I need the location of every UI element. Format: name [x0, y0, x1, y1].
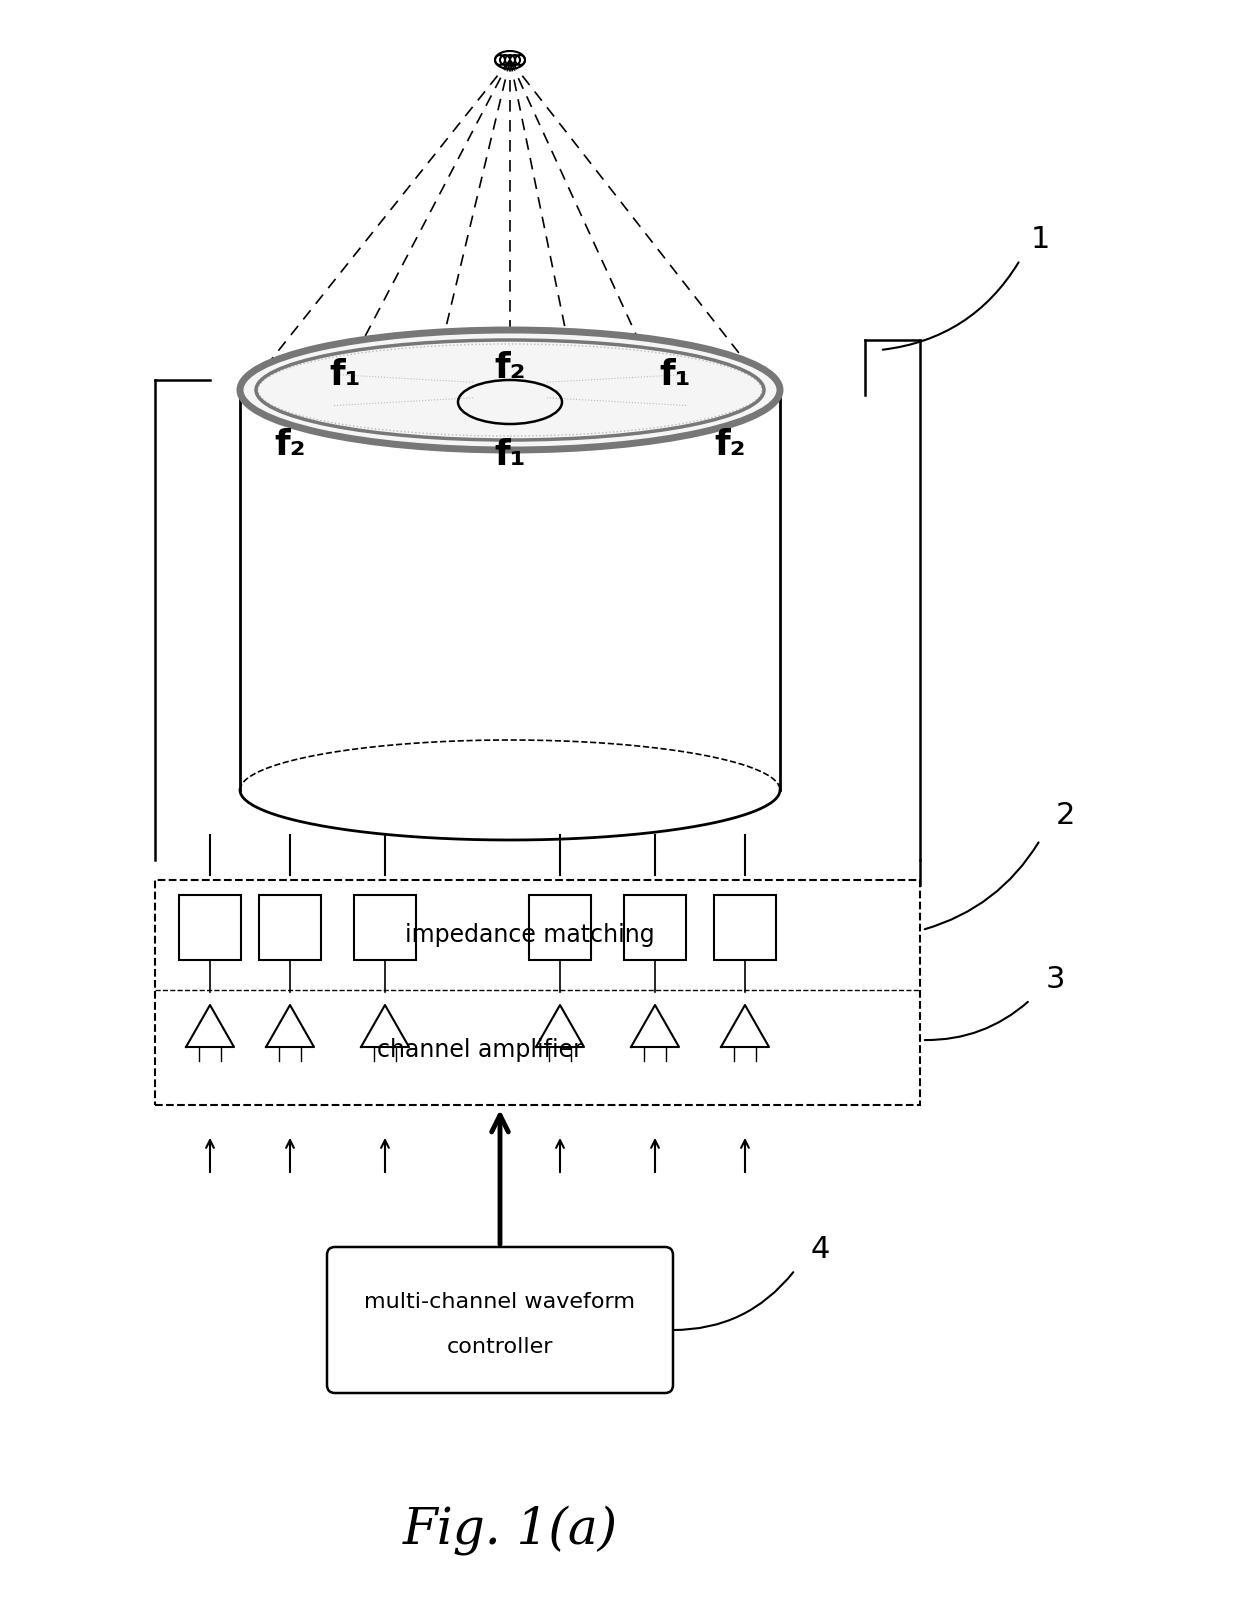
- Bar: [179, 895, 241, 960]
- Polygon shape: [186, 1005, 234, 1047]
- Text: 2: 2: [1055, 800, 1075, 829]
- Text: f₂: f₂: [495, 352, 526, 386]
- Ellipse shape: [241, 331, 780, 450]
- Bar: [155, 881, 920, 1105]
- FancyBboxPatch shape: [327, 1247, 673, 1394]
- Text: 1: 1: [1030, 226, 1050, 255]
- Bar: [714, 895, 776, 960]
- Text: channel amplifier: channel amplifier: [377, 1039, 583, 1061]
- Bar: [624, 895, 686, 960]
- Text: f₂: f₂: [274, 427, 306, 461]
- Polygon shape: [536, 1005, 584, 1047]
- Text: impedance matching: impedance matching: [405, 923, 655, 947]
- Polygon shape: [361, 1005, 409, 1047]
- Polygon shape: [267, 1005, 314, 1047]
- Bar: [259, 895, 321, 960]
- Text: controller: controller: [446, 1337, 553, 1357]
- Text: multi-channel waveform: multi-channel waveform: [365, 1292, 635, 1311]
- Text: 3: 3: [1045, 966, 1065, 995]
- Polygon shape: [631, 1005, 680, 1047]
- Text: Fig. 1(a): Fig. 1(a): [403, 1505, 618, 1555]
- Bar: [353, 895, 415, 960]
- Text: 4: 4: [810, 1236, 830, 1265]
- Bar: [529, 895, 591, 960]
- Text: f₂: f₂: [714, 427, 745, 461]
- Text: f₁: f₁: [660, 358, 691, 392]
- Text: f₁: f₁: [495, 439, 526, 473]
- Text: f₁: f₁: [330, 358, 361, 392]
- Polygon shape: [720, 1005, 769, 1047]
